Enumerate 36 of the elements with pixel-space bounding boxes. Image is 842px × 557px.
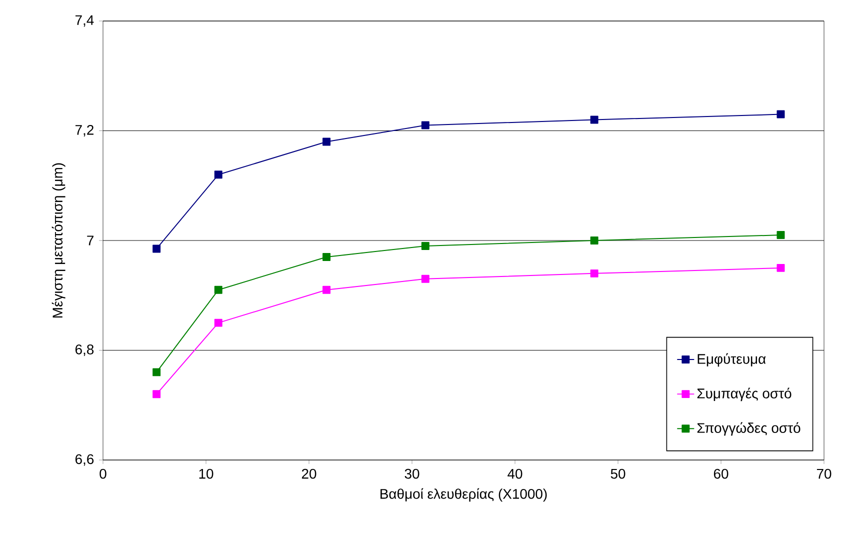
point [590,116,598,124]
point [421,121,430,130]
point [152,244,161,253]
y-tick-label: 7,4 [75,15,94,27]
x-tick-label: 70 [816,468,832,479]
point [590,236,598,244]
point [776,110,785,118]
y-tick-label: 7,2 [75,124,94,137]
x-tick-label: 60 [714,468,728,479]
y-axis-title: Μέγιστη μετατόπιση (μm) [52,163,66,318]
legend-label: Εμφύτευμα [698,353,766,367]
y-tick-label: 7 [87,236,94,246]
x-tick-label: 50 [610,468,626,479]
x-tick-label: 0 [100,468,106,479]
point [322,286,330,294]
x-tick-label: 10 [199,468,214,479]
x-axis-title: Βαθμοί ελευθερίας (Χ1000) [380,488,547,502]
point [322,252,330,261]
point [214,286,222,294]
legend-label: Συμπαγές οστό [697,388,792,402]
point [421,274,430,283]
point [590,269,598,278]
y-tick-label: 6,6 [75,454,94,466]
point [152,368,161,376]
y-tick-label: 6,8 [75,344,94,356]
point [214,318,222,327]
x-tick-label: 30 [404,468,420,479]
point [776,231,785,240]
point [214,170,222,179]
point [152,390,161,398]
legend-label: Σπογγώδες οστό [697,422,800,436]
x-tick-label: 20 [302,468,316,479]
point [421,242,430,250]
point [322,138,330,146]
x-tick-label: 40 [508,468,522,479]
point [776,264,785,272]
